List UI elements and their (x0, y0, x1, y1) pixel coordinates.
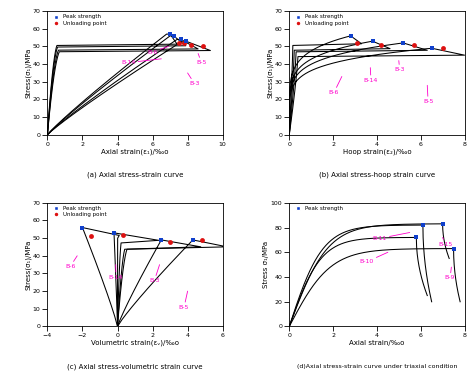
Text: B-14: B-14 (109, 265, 123, 280)
Text: B-5: B-5 (423, 85, 433, 104)
Text: B-6: B-6 (328, 76, 342, 95)
Text: B-6: B-6 (147, 46, 168, 55)
Text: B-5: B-5 (179, 291, 189, 310)
X-axis label: Axial strain/‰o: Axial strain/‰o (349, 340, 405, 346)
Y-axis label: Stress(σ₁)/MPa: Stress(σ₁)/MPa (25, 239, 31, 290)
Legend: Peak strength, Unloading point: Peak strength, Unloading point (292, 14, 349, 26)
Text: B-14: B-14 (364, 68, 378, 83)
Text: (d)Axial stress-strain curve under triaxial condition: (d)Axial stress-strain curve under triax… (297, 364, 457, 368)
Text: B-15: B-15 (438, 237, 453, 247)
Text: B-6: B-6 (65, 256, 77, 269)
Text: (a) Axial stress-strain curve: (a) Axial stress-strain curve (87, 172, 183, 178)
Text: B-9: B-9 (445, 267, 456, 280)
Text: B-3: B-3 (188, 73, 200, 86)
Y-axis label: Stress(σ₁)/MPa: Stress(σ₁)/MPa (266, 48, 273, 98)
Text: B-5: B-5 (196, 53, 207, 65)
X-axis label: Axial strain(ε₁)/‰o: Axial strain(ε₁)/‰o (101, 148, 169, 155)
Text: B-10: B-10 (359, 252, 388, 265)
Text: B-3: B-3 (394, 60, 405, 72)
X-axis label: Hoop strain(ε₂)/‰o: Hoop strain(ε₂)/‰o (343, 148, 411, 155)
X-axis label: Volumetric strain(εᵥ)/‰o: Volumetric strain(εᵥ)/‰o (91, 340, 179, 346)
Legend: Peak strength, Unloading point: Peak strength, Unloading point (50, 206, 107, 218)
Text: B-11: B-11 (373, 233, 410, 241)
Text: B-14: B-14 (121, 59, 161, 65)
Y-axis label: Stress σ₁/MPa: Stress σ₁/MPa (263, 241, 269, 288)
Text: B-3: B-3 (149, 265, 160, 283)
Legend: Peak strength, Unloading point: Peak strength, Unloading point (50, 14, 107, 26)
Legend: Peak strength: Peak strength (292, 206, 343, 212)
Text: (c) Axial stress-volumetric strain curve: (c) Axial stress-volumetric strain curve (67, 364, 203, 370)
Text: (b) Axial stress-hoop strain curve: (b) Axial stress-hoop strain curve (319, 172, 435, 178)
Y-axis label: Stress(σ₁)/MPa: Stress(σ₁)/MPa (25, 48, 31, 98)
